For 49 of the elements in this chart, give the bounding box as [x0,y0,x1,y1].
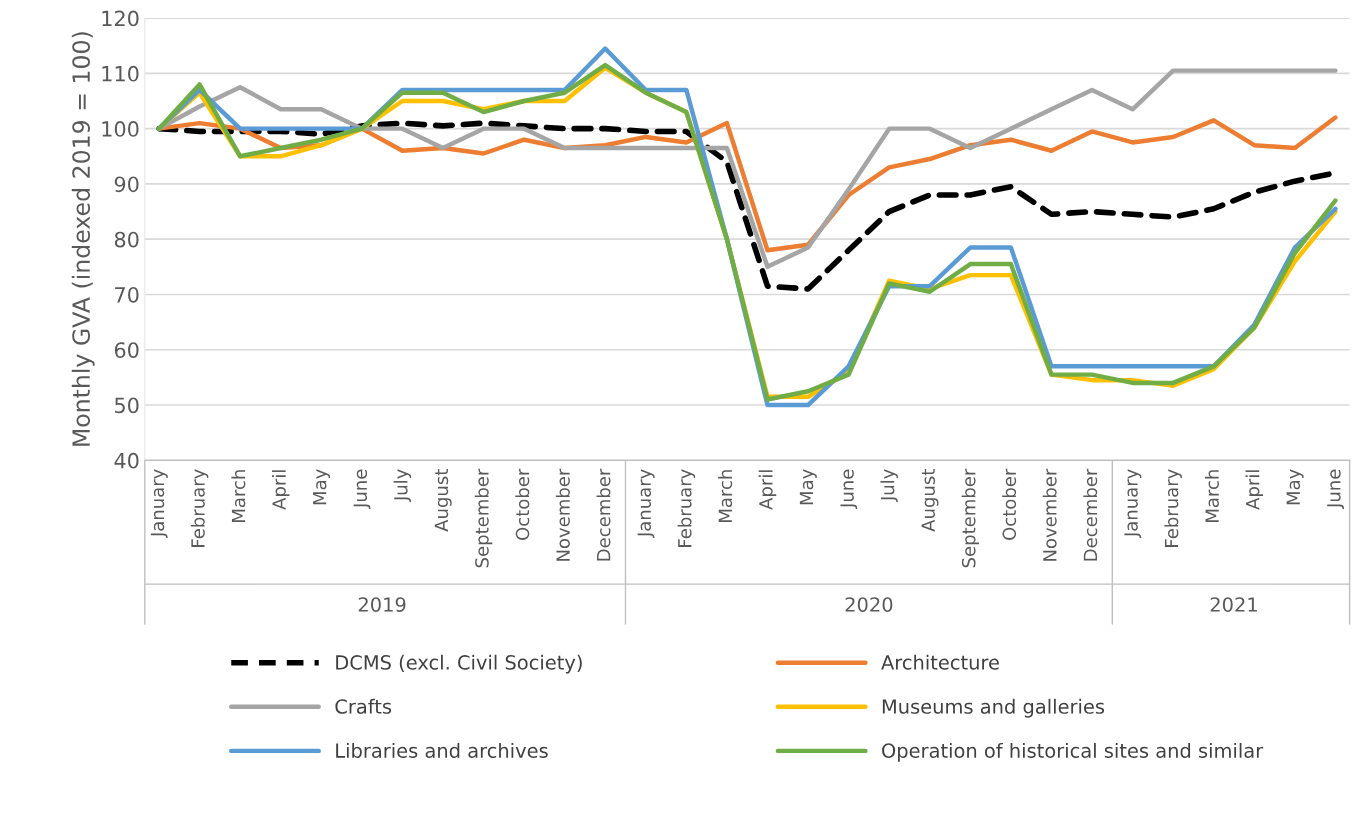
y-tick-label: 120 [102,10,139,27]
y-tick-label: 40 [114,452,139,469]
x-tick-label: October [1002,468,1017,540]
legend-label: Crafts [335,698,392,714]
x-tick-label: March [231,470,246,522]
y-tick-label: 80 [114,231,139,248]
x-tick-label: February [677,469,696,547]
x-tick-label: April [271,470,290,510]
x-tick-label: October [515,468,530,540]
x-tick-label: February [1164,469,1182,547]
y-tick-label: 60 [114,342,139,358]
x-tick-label: June [840,469,858,509]
x-tick-label: February [190,469,209,547]
x-tick-label: July [880,469,898,503]
legend-label: Museums and galleries [882,698,1105,718]
legend-label: Operation of historical sites and similar [882,742,1264,762]
x-tick-label: December [1083,468,1098,561]
y-tick-label: 110 [102,65,139,82]
legend-label: Architecture [881,654,999,670]
y-axis-title: Monthly GVA (indexed 2019 = 100) [71,32,95,446]
x-tick-label: November [555,468,570,561]
y-tick-label: 100 [102,121,139,137]
legend-label: DCMS (excl. Civil Society) [336,654,582,674]
x-tick-label: August [921,469,939,532]
x-tick-label: July [393,469,412,503]
x-tick-label: September [474,468,493,568]
x-tick-label: August [434,469,452,532]
x-tick-label: January [150,469,168,539]
x-tick-label: April [758,470,777,510]
text: 2021 [1210,597,1257,612]
x-tick-label: November [1042,468,1057,561]
legend-label: Libraries and archives [336,742,548,758]
x-tick-label: June [353,469,371,509]
x-tick-label: December [596,468,611,561]
x-tick-label: May [1286,469,1304,505]
x-tick-label: June [1327,469,1345,509]
x-tick-label: January [637,469,655,539]
x-tick-label: March [1204,470,1219,522]
x-tick-label: April [1245,470,1264,510]
x-tick-label: September [961,468,980,568]
x-tick-label: January [1124,469,1142,539]
text: 2020 [845,597,893,612]
x-tick-label: May [313,469,330,505]
y-tick-label: 90 [114,176,139,193]
y-tick-label: 70 [115,286,139,303]
y-tick-label: 50 [115,397,139,414]
x-tick-label: May [799,469,817,505]
text: 2019 [358,597,406,612]
x-tick-label: March [718,470,733,522]
